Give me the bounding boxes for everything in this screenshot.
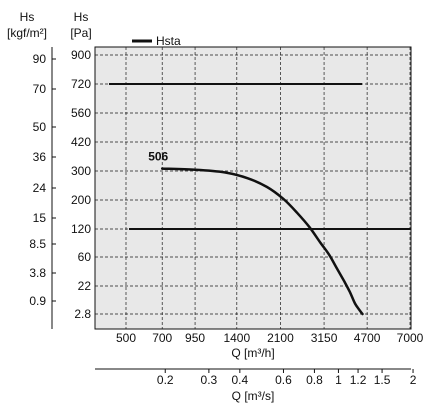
y-tick-kgf-label: 90	[33, 52, 47, 66]
x-ticks-m3h: 500 700 950 1400 2100 3150 4700 7000	[116, 331, 424, 345]
y-tick-pa-label: 300	[71, 164, 91, 178]
x-tick-m3h-label: 7000	[397, 331, 424, 345]
x-tick-m3s-label: 1.2	[350, 373, 367, 387]
y-tick-pa-label: 900	[71, 48, 91, 62]
y-tick-pa-label: 22	[78, 279, 92, 293]
y-tick-pa-label: 720	[71, 77, 91, 91]
y-tick-kgf-label: 50	[33, 120, 47, 134]
x-tick-m3h-label: 1400	[223, 331, 250, 345]
y-tick-kgf-label: 36	[33, 150, 47, 164]
y-ticks-kgf: 90 70 50 36 24 15 8.5 3.8 0.9	[29, 52, 56, 308]
reference-lines	[109, 83, 411, 230]
x-tick-m3s-label: 1	[335, 373, 342, 387]
x-axis-m3h-label: Q [m³/h]	[231, 346, 274, 360]
y-tick-pa-label: 120	[71, 222, 91, 236]
y-axis-kgf-unit: [kgf/m²]	[7, 26, 47, 40]
y-tick-kgf-label: 0.9	[29, 294, 46, 308]
x-tick-m3s-label: 0.6	[275, 373, 292, 387]
x-tick-m3s-label: 1.5	[374, 373, 391, 387]
y-ticks-pa: 900 720 560 420 300 200 120 60 22 2.8	[71, 48, 91, 321]
x-tick-m3h-label: 700	[152, 331, 172, 345]
y-tick-pa-label: 2.8	[74, 307, 91, 321]
x-tick-m3h-label: 2100	[267, 331, 294, 345]
y-axis-pa-label: Hs	[74, 10, 89, 24]
y-tick-kgf-label: 15	[33, 211, 47, 225]
x-tick-m3s-label: 0.4	[231, 373, 248, 387]
x-tick-m3h-label: 950	[185, 331, 205, 345]
x-tick-m3s-label: 0.8	[306, 373, 323, 387]
x-tick-m3h-label: 3150	[311, 331, 338, 345]
x-tick-m3s-label: 0.3	[201, 373, 218, 387]
y-tick-pa-label: 560	[71, 106, 91, 120]
plot-area	[94, 46, 412, 330]
y-tick-kgf-label: 3.8	[29, 266, 46, 280]
y-tick-kgf-label: 24	[33, 181, 47, 195]
y-axis-pa-unit: [Pa]	[70, 26, 91, 40]
series-line-506	[160, 167, 364, 316]
x-tick-m3s-label: 2	[410, 373, 417, 387]
y-tick-pa-label: 60	[78, 250, 92, 264]
y-tick-kgf-label: 8.5	[29, 237, 46, 251]
series-label-506: 506	[148, 150, 168, 164]
y-tick-pa-label: 420	[71, 135, 91, 149]
x-axis-m3s-label: Q [m³/s]	[232, 389, 275, 403]
x-ticks-m3s: 0.2 0.3 0.4 0.6 0.8 1 1.2 1.5 2	[157, 369, 417, 387]
x-tick-m3h-label: 500	[116, 331, 136, 345]
y-tick-pa-label: 200	[71, 193, 91, 207]
y-axis-kgf-label: Hs	[20, 10, 35, 24]
x-tick-m3s-label: 0.2	[157, 373, 174, 387]
y-tick-kgf-label: 70	[33, 82, 47, 96]
legend-label: Hsta	[156, 34, 181, 48]
x-tick-m3h-label: 4700	[354, 331, 381, 345]
